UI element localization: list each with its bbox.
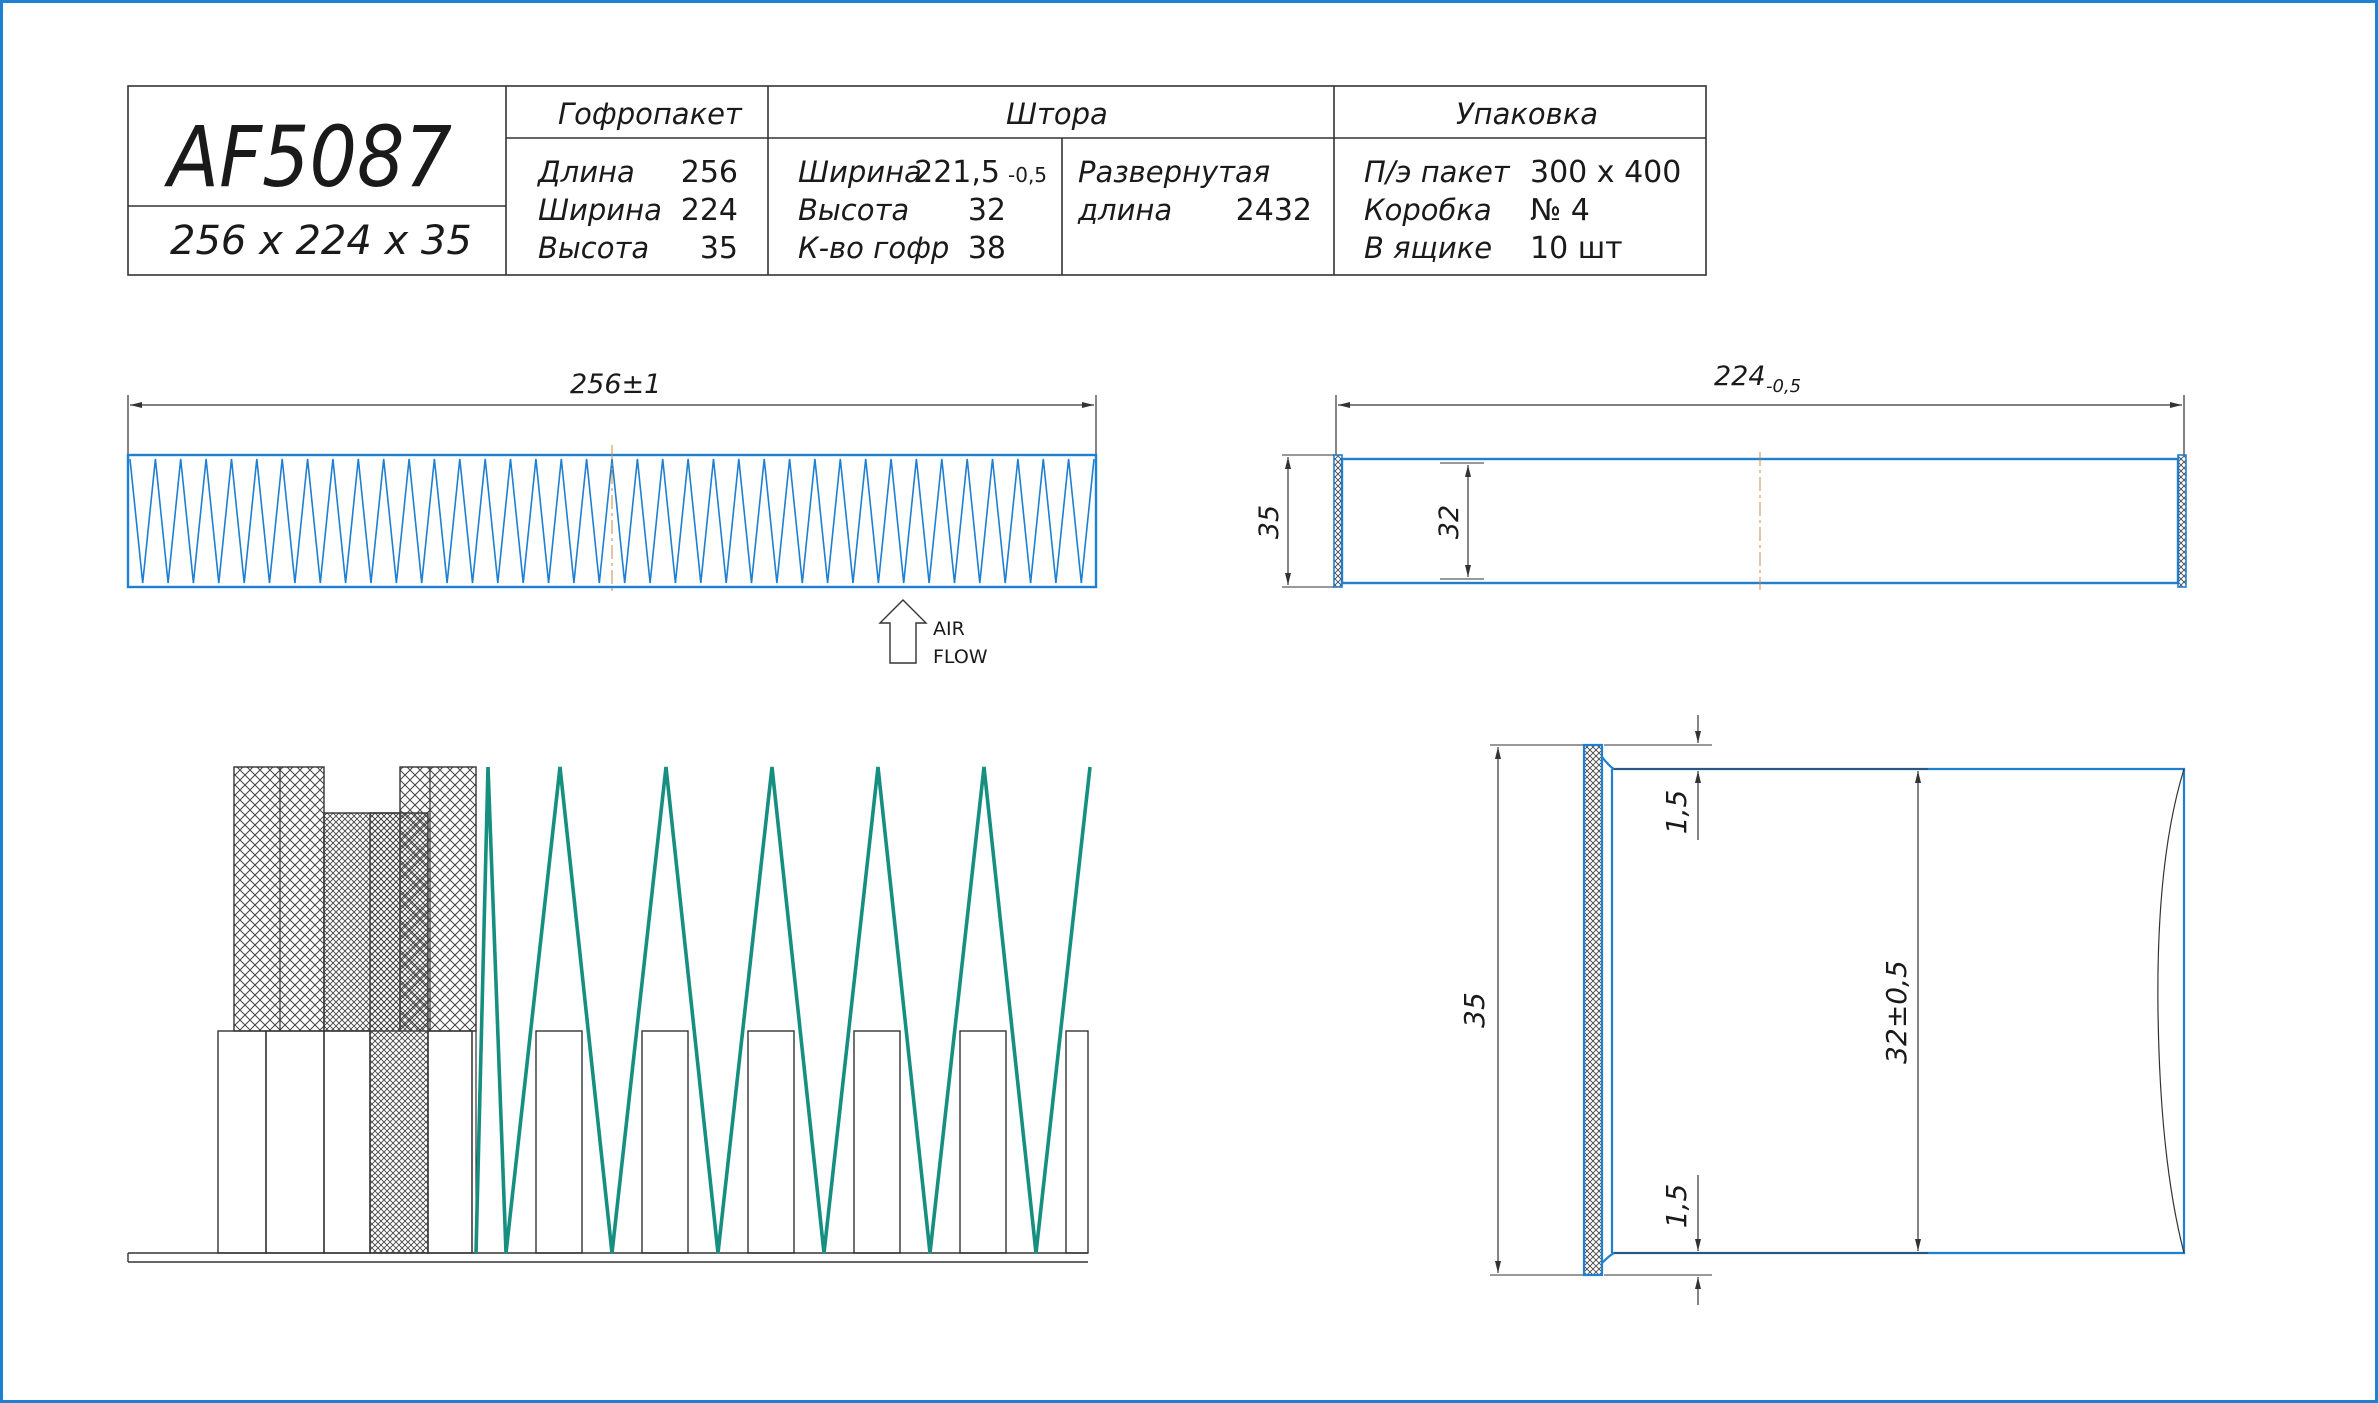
shtora-height-label: Высота: [798, 193, 909, 227]
shtora-width-label: Ширина: [798, 155, 922, 189]
detail-foot-block-7: [641, 1030, 689, 1254]
detail-foot-block-4: [427, 1030, 473, 1254]
gofro-length-label: Длина: [536, 155, 635, 189]
detail-foot-block-3: [323, 1030, 371, 1254]
side-left-edge-strip: [1333, 454, 1343, 588]
airflow-arrow: [878, 599, 928, 664]
airflow-line1: AIR: [933, 618, 965, 640]
shtora-width-tolerance: -0,5: [1008, 163, 1047, 187]
detail-view: [127, 766, 1092, 1263]
section-break-line: [2157, 768, 2185, 1254]
section-height-inner-label: 32±0,5: [1880, 960, 1913, 1064]
gofro-height-value: 35: [700, 231, 738, 266]
side-width-label: 224: [1714, 361, 1766, 392]
shtora-width-value: 221,5: [914, 155, 1000, 190]
detail-foot-block-10: [959, 1030, 1007, 1254]
detail-foot-block-11: [1065, 1030, 1089, 1254]
detail-foot-block-2: [265, 1030, 325, 1254]
detail-foot-block-6: [535, 1030, 583, 1254]
side-right-edge-strip: [2177, 454, 2187, 588]
overall-size: 256 x 224 x 35: [170, 218, 472, 264]
shtora-count-label: К-во гофр: [798, 231, 949, 265]
detail-seal-block-left: [233, 766, 325, 1032]
shtora-count-value: 38: [968, 231, 1006, 266]
gofro-height-label: Высота: [538, 231, 649, 265]
title-block: [127, 85, 1707, 276]
side-view: [1282, 395, 2187, 590]
pack-crate-value: 10 шт: [1530, 231, 1623, 266]
gofro-width-label: Ширина: [538, 193, 662, 227]
detail-foot-block-1: [217, 1030, 267, 1254]
pack-bag-value: 300 x 400: [1530, 155, 1681, 190]
pack-box-label: Коробка: [1364, 193, 1492, 227]
model-number: AF5087: [164, 108, 452, 206]
section-height-outer-label: 35: [1458, 992, 1491, 1028]
front-length-label: 256±1: [570, 369, 661, 400]
section-edge-bottom-label: 1,5: [1660, 1184, 1693, 1229]
detail-foot-block-5: [471, 1030, 477, 1254]
detail-foot-block-8: [747, 1030, 795, 1254]
airflow-line2: FLOW: [933, 646, 988, 668]
detail-foot-block-9: [853, 1030, 901, 1254]
shtora-height-value: 32: [968, 193, 1006, 228]
front-view: [126, 395, 1098, 595]
section-view: [1490, 715, 2186, 1305]
pack-crate-label: В ящике: [1364, 231, 1492, 265]
detail-seal-strip: [369, 812, 429, 1254]
side-height-inner-label: 32: [1434, 505, 1465, 539]
section-shtora: Штора: [1006, 97, 1108, 131]
shtora-unfolded-label-2: длина: [1077, 193, 1172, 227]
section-gofropaket: Гофропакет: [558, 97, 743, 131]
section-edge-top-label: 1,5: [1660, 790, 1693, 835]
pack-bag-label: П/э пакет: [1364, 155, 1511, 189]
shtora-unfolded-value: 2432: [1236, 193, 1312, 228]
detail-pleat-zigzag: [474, 766, 1092, 1254]
section-upakovka: Упаковка: [1456, 97, 1598, 131]
gofro-length-value: 256: [681, 155, 738, 190]
side-height-outer-label: 35: [1254, 505, 1285, 539]
gofro-width-value: 224: [681, 193, 738, 228]
side-width-tolerance: -0,5: [1766, 376, 1801, 397]
section-edge-seal: [1582, 743, 1604, 1277]
shtora-unfolded-label-1: Развернутая: [1078, 155, 1270, 189]
pack-box-value: № 4: [1530, 193, 1590, 228]
section-media: [1601, 756, 2186, 1264]
